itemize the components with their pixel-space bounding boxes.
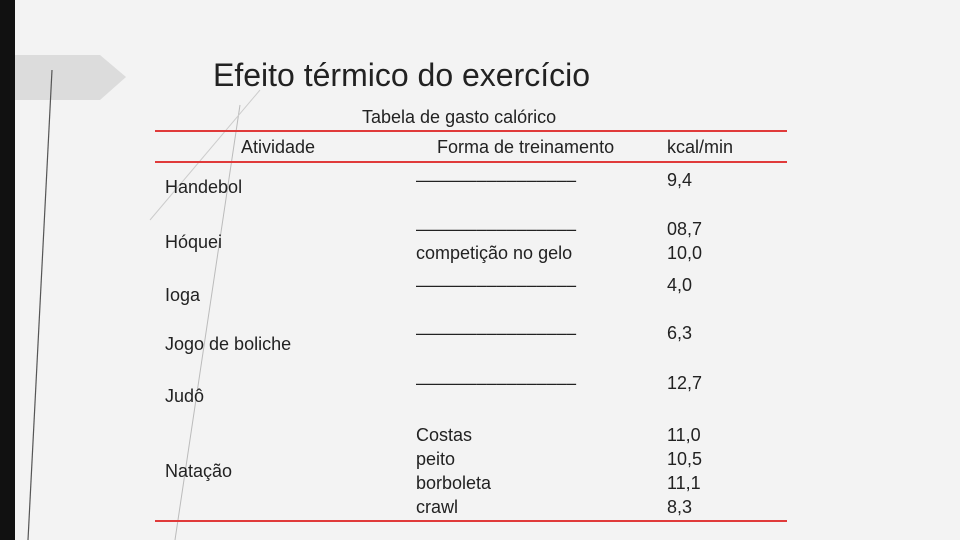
header-cell: Forma de treinamento (437, 137, 615, 157)
kcal-cell: 4,0 (667, 275, 693, 295)
activity-cell: Hóquei (165, 232, 223, 252)
rule (155, 161, 787, 163)
kcal-cell: 11,1 (667, 473, 701, 493)
deco-line (27, 69, 53, 540)
side-bar (0, 0, 15, 540)
training-cell: –––––––––––––––– (416, 219, 577, 239)
header-cell: Atividade (241, 137, 316, 157)
kcal-cell: 10,5 (667, 449, 703, 469)
kcal-cell: 10,0 (667, 243, 703, 263)
training-cell: competição no gelo (416, 243, 573, 263)
deco-line (174, 104, 241, 540)
activity-cell: Natação (165, 461, 233, 481)
training-cell: crawl (416, 497, 459, 517)
rule (155, 130, 787, 132)
kcal-cell: 11,0 (667, 425, 701, 445)
rule (155, 520, 787, 522)
kcal-cell: 08,7 (667, 219, 703, 239)
slide-title: Efeito térmico do exercício (213, 57, 591, 93)
training-cell: Costas (416, 425, 473, 445)
activity-cell: Handebol (165, 177, 243, 197)
training-cell: –––––––––––––––– (416, 170, 577, 190)
training-cell: –––––––––––––––– (416, 373, 577, 393)
activity-cell: Ioga (165, 285, 201, 305)
table-caption: Tabela de gasto calórico (362, 107, 557, 127)
activity-cell: Judô (165, 386, 205, 406)
training-cell: –––––––––––––––– (416, 323, 577, 343)
kcal-cell: 12,7 (667, 373, 703, 393)
kcal-cell: 8,3 (667, 497, 693, 517)
deco-line (149, 89, 261, 221)
training-cell: borboleta (416, 473, 492, 493)
kcal-cell: 6,3 (667, 323, 693, 343)
training-cell: –––––––––––––––– (416, 275, 577, 295)
activity-cell: Jogo de boliche (165, 334, 292, 354)
arrow (15, 55, 126, 100)
header-cell: kcal/min (667, 137, 734, 157)
training-cell: peito (416, 449, 456, 469)
kcal-cell: 9,4 (667, 170, 693, 190)
